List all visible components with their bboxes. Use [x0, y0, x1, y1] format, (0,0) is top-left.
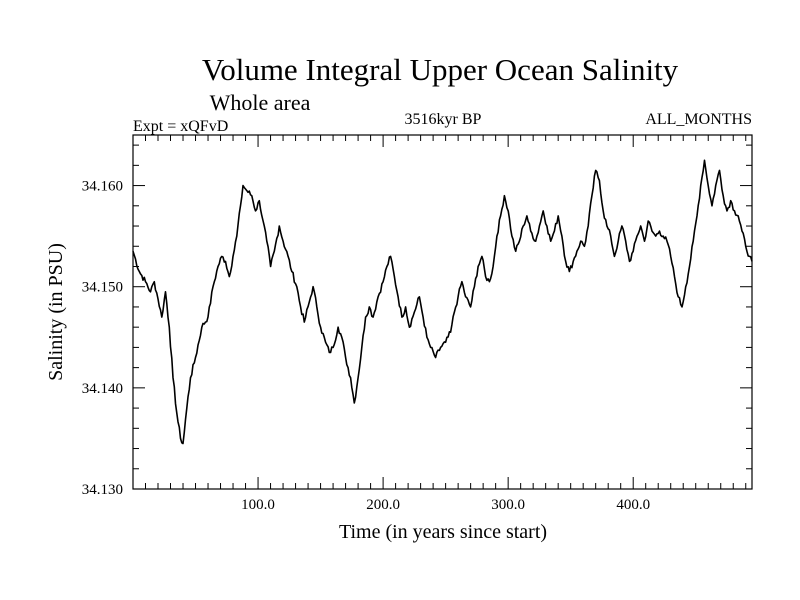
y-tick-labels: 34.130 34.140 34.150 34.160: [82, 179, 123, 498]
y-tick-label: 34.160: [82, 179, 123, 195]
axis-ticks: [133, 135, 752, 490]
y-tick-label: 34.140: [82, 381, 123, 397]
x-axis-label: Time (in years since start): [339, 521, 547, 543]
x-tick-label: 200.0: [366, 497, 400, 513]
months-label: ALL_MONTHS: [645, 111, 752, 128]
x-tick-labels: 100.0 200.0 300.0 400.0: [241, 497, 650, 513]
plot-frame: [132, 134, 753, 490]
y-tick-label: 34.130: [82, 482, 123, 498]
chart-subtitle: Whole area: [210, 90, 311, 115]
chart-title: Volume Integral Upper Ocean Salinity: [202, 52, 679, 87]
x-tick-label: 400.0: [616, 497, 650, 513]
y-axis-label: Salinity (in PSU): [45, 243, 67, 381]
period-label: 3516kyr BP: [405, 111, 482, 128]
x-tick-label: 100.0: [241, 497, 275, 513]
experiment-label: Expt = xQFvD: [133, 118, 228, 135]
x-tick-label: 300.0: [491, 497, 525, 513]
salinity-series-line: [132, 159, 753, 445]
y-tick-label: 34.150: [82, 280, 123, 296]
